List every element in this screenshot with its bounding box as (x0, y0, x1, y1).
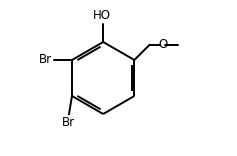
Text: Br: Br (62, 116, 76, 129)
Text: Br: Br (39, 54, 52, 66)
Text: O: O (158, 38, 167, 51)
Text: HO: HO (93, 9, 111, 22)
